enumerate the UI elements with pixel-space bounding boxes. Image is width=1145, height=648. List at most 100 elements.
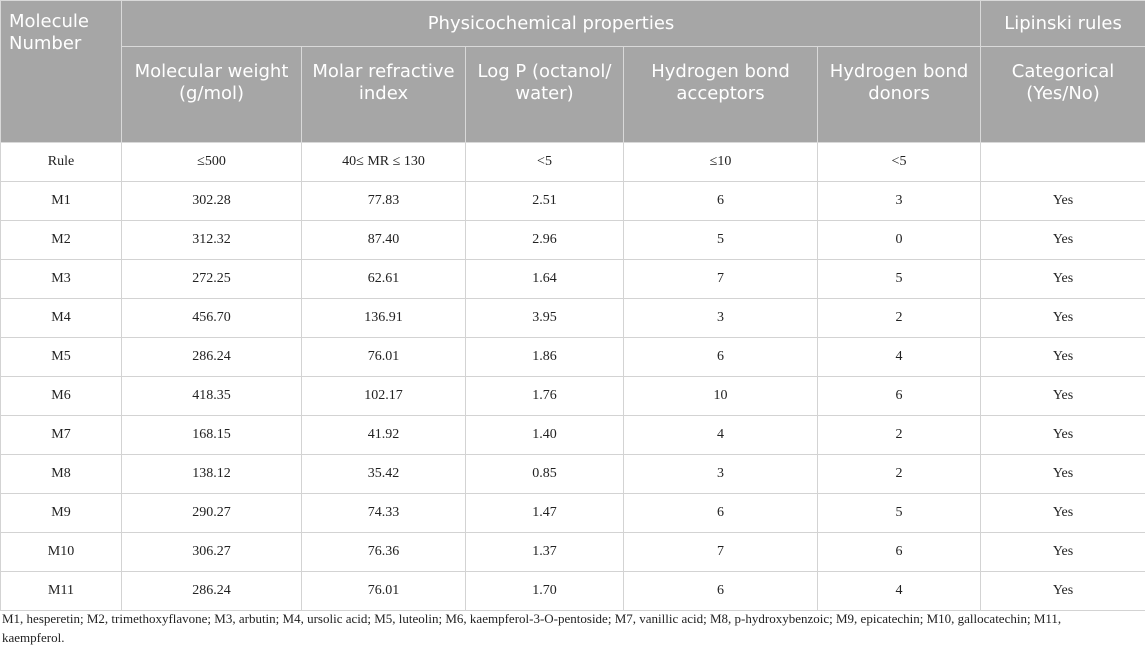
cell-molecular-weight: 168.15 [121, 415, 302, 455]
cell-hbond-donors: 2 [816, 454, 982, 494]
cell-molar-refractive-index: 40≤ MR ≤ 130 [301, 142, 466, 182]
header-molecular-weight: Molecular weight (g/mol) [121, 46, 302, 143]
cell-hbond-acceptors: 10 [623, 376, 818, 416]
cell-molecular-weight: 272.25 [121, 259, 302, 299]
cell-molecular-weight: 290.27 [121, 493, 302, 533]
header-group-lipinski: Lipinski rules [980, 0, 1145, 47]
table-row: M5 286.24 76.01 1.86 6 4 Yes [0, 337, 1145, 377]
cell-molecule: M6 [0, 376, 122, 416]
cell-molar-refractive-index: 74.33 [301, 493, 466, 533]
cell-hbond-acceptors: 7 [623, 532, 818, 572]
cell-categorical: Yes [980, 532, 1145, 572]
cell-hbond-donors: 3 [816, 181, 982, 221]
cell-molecule: M7 [0, 415, 122, 455]
table-header: Molecule Number Physicochemical properti… [0, 0, 1145, 143]
header-categorical: Categorical (Yes/No) [980, 46, 1145, 143]
cell-hbond-donors: 0 [816, 220, 982, 260]
table-row: M11 286.24 76.01 1.70 6 4 Yes [0, 571, 1145, 611]
cell-molecule: Rule [0, 142, 122, 182]
header-group-physicochemical: Physicochemical properties [120, 0, 982, 47]
cell-hbond-donors: 6 [816, 532, 982, 572]
cell-molar-refractive-index: 41.92 [301, 415, 466, 455]
cell-categorical: Yes [980, 493, 1145, 533]
table-row: M2 312.32 87.40 2.96 5 0 Yes [0, 220, 1145, 260]
cell-molecular-weight: 286.24 [121, 571, 302, 611]
table-row: M4 456.70 136.91 3.95 3 2 Yes [0, 298, 1145, 338]
cell-log-p: 1.37 [465, 532, 624, 572]
cell-molar-refractive-index: 76.01 [301, 571, 466, 611]
cell-hbond-donors: 2 [816, 298, 982, 338]
cell-molar-refractive-index: 77.83 [301, 181, 466, 221]
cell-hbond-donors: 5 [816, 493, 982, 533]
cell-categorical: Yes [980, 454, 1145, 494]
cell-categorical: Yes [980, 298, 1145, 338]
cell-log-p: 1.40 [465, 415, 624, 455]
cell-molecule: M1 [0, 181, 122, 221]
table-body: Rule ≤500 40≤ MR ≤ 130 <5 ≤10 <5 M1 302.28 77.83… [0, 142, 1145, 611]
cell-categorical: Yes [980, 220, 1145, 260]
header-molar-refractive-index: Molar refractive index [301, 46, 466, 143]
table-footnote: M1, hesperetin; M2, trimethoxyflavone; M… [2, 611, 1062, 645]
cell-hbond-acceptors: 3 [623, 298, 818, 338]
cell-categorical: Yes [980, 259, 1145, 299]
cell-molar-refractive-index: 62.61 [301, 259, 466, 299]
table-row: M8 138.12 35.42 0.85 3 2 Yes [0, 454, 1145, 494]
header-hbond-donors: Hydrogen bond donors [816, 46, 982, 143]
table-row: Rule ≤500 40≤ MR ≤ 130 <5 ≤10 <5 [0, 142, 1145, 182]
cell-categorical: Yes [980, 337, 1145, 377]
cell-molar-refractive-index: 136.91 [301, 298, 466, 338]
cell-molecular-weight: 456.70 [121, 298, 302, 338]
cell-molecule: M3 [0, 259, 122, 299]
cell-log-p: 1.64 [465, 259, 624, 299]
header-molecule-number: Molecule Number [0, 0, 122, 143]
cell-hbond-donors: 4 [816, 337, 982, 377]
table-row: M3 272.25 62.61 1.64 7 5 Yes [0, 259, 1145, 299]
header-log-p: Log P (octanol/ water) [465, 46, 624, 143]
cell-molecular-weight: 312.32 [121, 220, 302, 260]
table-row: M9 290.27 74.33 1.47 6 5 Yes [0, 493, 1145, 533]
cell-log-p: 1.76 [465, 376, 624, 416]
cell-hbond-acceptors: 4 [623, 415, 818, 455]
cell-hbond-acceptors: 6 [623, 181, 818, 221]
cell-molecule: M11 [0, 571, 122, 611]
header-hbond-acceptors: Hydrogen bond acceptors [623, 46, 818, 143]
table-row: M6 418.35 102.17 1.76 10 6 Yes [0, 376, 1145, 416]
cell-molecule: M9 [0, 493, 122, 533]
cell-log-p: 1.47 [465, 493, 624, 533]
cell-molecule: M2 [0, 220, 122, 260]
cell-hbond-donors: <5 [816, 142, 982, 182]
cell-log-p: 1.86 [465, 337, 624, 377]
cell-molecular-weight: ≤500 [121, 142, 302, 182]
cell-molar-refractive-index: 76.36 [301, 532, 466, 572]
cell-log-p: 0.85 [465, 454, 624, 494]
cell-molecule: M4 [0, 298, 122, 338]
cell-molar-refractive-index: 87.40 [301, 220, 466, 260]
cell-hbond-donors: 2 [816, 415, 982, 455]
cell-molar-refractive-index: 35.42 [301, 454, 466, 494]
cell-molecular-weight: 138.12 [121, 454, 302, 494]
cell-molecule: M8 [0, 454, 122, 494]
table-row: M1 302.28 77.83 2.51 6 3 Yes [0, 181, 1145, 221]
cell-categorical: Yes [980, 181, 1145, 221]
cell-molecular-weight: 286.24 [121, 337, 302, 377]
cell-hbond-acceptors: 3 [623, 454, 818, 494]
cell-log-p: 2.51 [465, 181, 624, 221]
cell-categorical [980, 142, 1145, 182]
cell-log-p: 1.70 [465, 571, 624, 611]
cell-molecular-weight: 418.35 [121, 376, 302, 416]
cell-hbond-acceptors: ≤10 [623, 142, 818, 182]
cell-log-p: 3.95 [465, 298, 624, 338]
table-row: M7 168.15 41.92 1.40 4 2 Yes [0, 415, 1145, 455]
cell-categorical: Yes [980, 571, 1145, 611]
cell-hbond-donors: 6 [816, 376, 982, 416]
cell-molecule: M10 [0, 532, 122, 572]
cell-molecule: M5 [0, 337, 122, 377]
cell-log-p: <5 [465, 142, 624, 182]
cell-hbond-acceptors: 7 [623, 259, 818, 299]
cell-molar-refractive-index: 76.01 [301, 337, 466, 377]
cell-categorical: Yes [980, 415, 1145, 455]
cell-hbond-acceptors: 5 [623, 220, 818, 260]
cell-molecular-weight: 306.27 [121, 532, 302, 572]
cell-molar-refractive-index: 102.17 [301, 376, 466, 416]
cell-hbond-acceptors: 6 [623, 571, 818, 611]
